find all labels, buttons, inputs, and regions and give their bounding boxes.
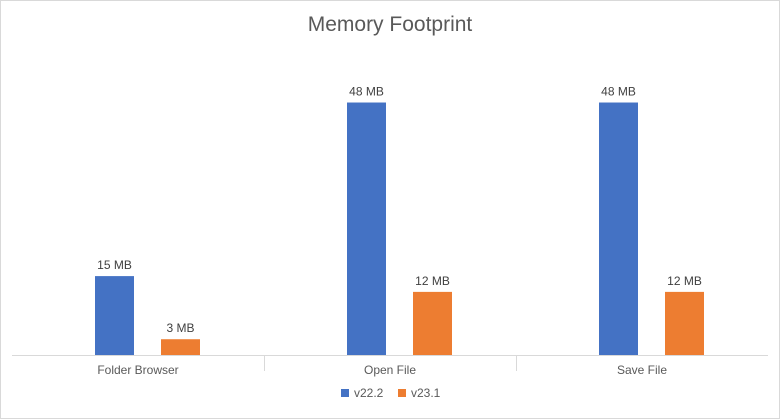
data-label: 15 MB <box>97 258 132 272</box>
x-tick-label: Open File <box>364 363 416 377</box>
legend: v22.2 v23.1 <box>341 386 441 400</box>
legend-label-v23.1: v23.1 <box>411 386 441 400</box>
bar-v23.1-save-file <box>665 291 704 355</box>
bar-v23.1-folder-browser <box>161 339 200 355</box>
data-label: 3 MB <box>166 321 194 335</box>
legend-label-v22.2: v22.2 <box>354 386 384 400</box>
bar-v22.2-folder-browser <box>95 276 134 355</box>
data-label: 48 MB <box>349 85 384 99</box>
data-label: 48 MB <box>601 85 636 99</box>
bar-v22.2-open-file <box>347 102 386 356</box>
legend-swatch-v22.2 <box>341 389 349 397</box>
legend-swatch-v23.1 <box>398 389 406 397</box>
x-tick-label: Folder Browser <box>97 363 178 377</box>
data-label: 12 MB <box>667 274 702 288</box>
data-label: 12 MB <box>415 274 450 288</box>
plot-area: 15 MB 3 MB Folder Browser 48 MB 12 MB Open Fi… <box>12 85 768 377</box>
bar-v22.2-save-file <box>599 102 638 356</box>
chart-title: Memory Footprint <box>308 13 473 36</box>
bar-v23.1-open-file <box>413 291 452 355</box>
x-tick-label: Save File <box>617 363 667 377</box>
